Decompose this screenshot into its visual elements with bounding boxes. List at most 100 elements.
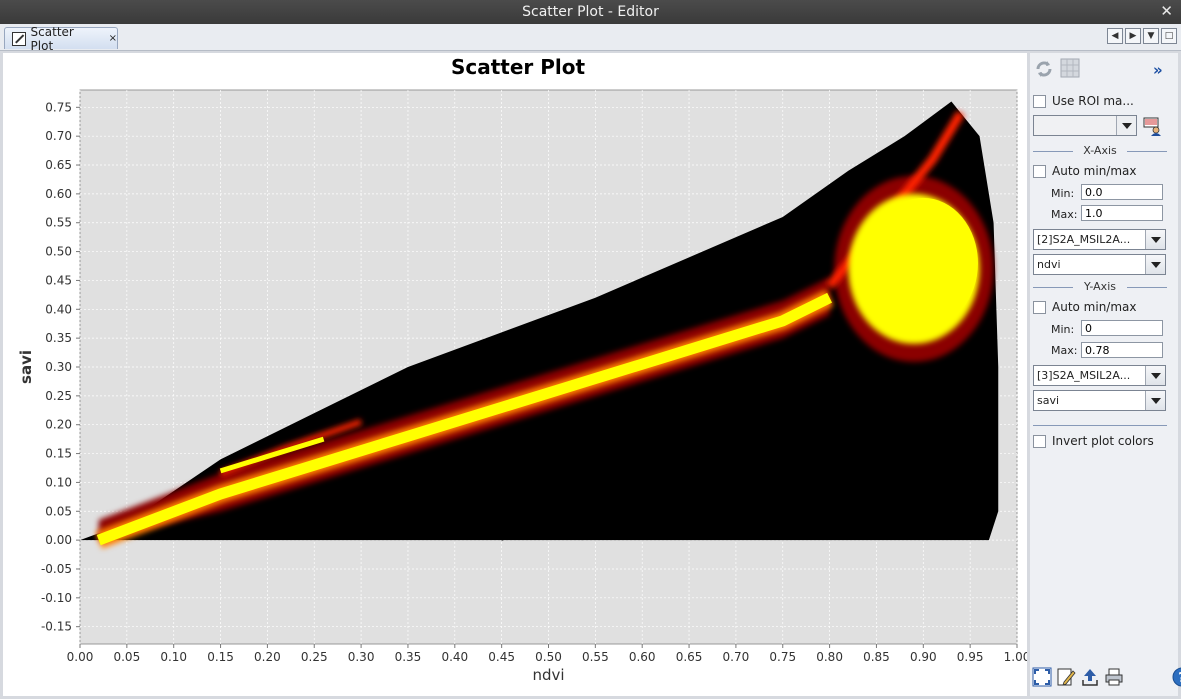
density-speckle bbox=[778, 525, 780, 527]
print-icon[interactable] bbox=[1104, 667, 1124, 687]
tab-next-button[interactable]: ▶ bbox=[1125, 28, 1141, 44]
options-panel: » Use ROI ma... X-Axis Auto min/max Min:… bbox=[1030, 53, 1181, 696]
x-min-field[interactable] bbox=[1081, 184, 1163, 200]
chevron-down-icon bbox=[1145, 230, 1165, 249]
x-max-label: Max: bbox=[1051, 208, 1078, 221]
x-tick-label: 0.25 bbox=[301, 650, 328, 664]
tab-close-icon[interactable]: × bbox=[108, 33, 117, 44]
roi-mask-manager-icon[interactable] bbox=[1141, 115, 1165, 137]
density-speckle bbox=[525, 515, 527, 518]
y-tick-label: -0.05 bbox=[41, 562, 72, 576]
invert-colors-row[interactable]: Invert plot colors bbox=[1033, 434, 1154, 448]
x-product-combo[interactable]: [2]S2A_MSIL2A... bbox=[1033, 229, 1166, 250]
window-titlebar: Scatter Plot - Editor ✕ bbox=[0, 0, 1181, 24]
roi-mask-combo[interactable] bbox=[1033, 115, 1137, 136]
density-speckle bbox=[656, 517, 658, 519]
x-tick-label: 0.80 bbox=[816, 650, 843, 664]
zoom-all-icon[interactable] bbox=[1032, 667, 1052, 687]
y-product-combo[interactable]: [3]S2A_MSIL2A... bbox=[1033, 365, 1166, 386]
y-tick-label: 0.40 bbox=[45, 302, 72, 316]
y-tick-labels: 0.75 0.70 0.65 0.60 0.55 0.50 0.45 0.40 0.35 0.30… bbox=[41, 100, 80, 634]
y-min-field[interactable] bbox=[1081, 320, 1163, 336]
density-speckle bbox=[712, 498, 714, 501]
y-band-combo[interactable]: savi bbox=[1033, 390, 1166, 411]
density-speckle bbox=[913, 500, 916, 503]
y-tick-label: 0.00 bbox=[45, 533, 72, 547]
y-tick-label: 0.10 bbox=[45, 475, 72, 489]
y-max-field[interactable] bbox=[1081, 342, 1163, 358]
density-speckle bbox=[576, 520, 579, 522]
density-speckle bbox=[684, 508, 686, 510]
y-auto-minmax-row[interactable]: Auto min/max bbox=[1033, 300, 1137, 314]
density-speckle bbox=[679, 532, 682, 535]
density-speckle bbox=[942, 488, 944, 490]
tab-restore-button[interactable]: □ bbox=[1161, 28, 1177, 44]
density-speckle bbox=[899, 536, 902, 538]
help-icon[interactable]: ? bbox=[1172, 667, 1181, 687]
density-speckle bbox=[787, 521, 789, 524]
x-tick-label: 0.10 bbox=[160, 650, 187, 664]
density-speckle bbox=[670, 535, 672, 537]
y-axis-label: savi bbox=[17, 350, 35, 384]
collapse-panel-button[interactable]: » bbox=[1153, 61, 1163, 79]
density-speckle bbox=[646, 520, 649, 522]
density-speckle bbox=[501, 538, 504, 541]
density-speckle bbox=[932, 492, 935, 494]
y-auto-minmax-checkbox[interactable] bbox=[1033, 300, 1046, 314]
density-speckle bbox=[735, 514, 738, 516]
density-speckle bbox=[520, 534, 522, 537]
density-speckle bbox=[651, 496, 654, 499]
density-speckle bbox=[600, 533, 602, 536]
density-speckle bbox=[768, 528, 771, 530]
density-speckle bbox=[726, 517, 729, 520]
chevron-down-icon bbox=[1145, 391, 1165, 410]
x-tick-label: 0.35 bbox=[395, 650, 422, 664]
x-tick-label: 0.40 bbox=[441, 650, 468, 664]
density-speckle bbox=[909, 532, 911, 534]
x-max-field[interactable] bbox=[1081, 205, 1163, 221]
use-roi-checkbox[interactable] bbox=[1033, 94, 1046, 108]
chevron-down-icon bbox=[1145, 255, 1165, 274]
density-speckle bbox=[951, 484, 953, 486]
edit-icon[interactable] bbox=[1056, 667, 1076, 687]
density-speckle bbox=[674, 511, 677, 513]
y-tick-label: -0.10 bbox=[41, 591, 72, 605]
scatter-plot-chart[interactable]: Scatter Plot 0.00 0.05 0.10 0.15 0.20 0.25 0.3… bbox=[3, 53, 1027, 696]
x-tick-label: 0.50 bbox=[535, 650, 562, 664]
chart-svg[interactable]: 0.00 0.05 0.10 0.15 0.20 0.25 0.30 0.35 0.40 0.45… bbox=[3, 53, 1027, 696]
density-core-yellow bbox=[96, 292, 833, 546]
tab-menu-button[interactable]: ▼ bbox=[1143, 28, 1159, 44]
y-tick-label: 0.25 bbox=[45, 389, 72, 403]
density-speckle bbox=[876, 515, 878, 518]
y-axis-header: Y-Axis bbox=[1033, 280, 1167, 293]
density-speckle bbox=[867, 519, 869, 522]
density-speckle bbox=[693, 505, 696, 507]
density-speckle bbox=[543, 510, 546, 512]
refresh-icon[interactable] bbox=[1034, 59, 1054, 79]
y-tick-label: 0.60 bbox=[45, 187, 72, 201]
x-tick-label: 0.45 bbox=[488, 650, 515, 664]
tab-prev-button[interactable]: ◀ bbox=[1107, 28, 1123, 44]
density-speckle bbox=[918, 528, 921, 531]
density-speckle bbox=[585, 517, 588, 519]
x-auto-minmax-row[interactable]: Auto min/max bbox=[1033, 164, 1137, 178]
tab-scatter-plot[interactable]: Scatter Plot × bbox=[4, 25, 118, 53]
toolbar-spacer bbox=[1128, 667, 1168, 687]
use-roi-checkbox-row[interactable]: Use ROI ma... bbox=[1033, 94, 1134, 108]
density-speckle bbox=[745, 511, 747, 513]
invert-colors-checkbox[interactable] bbox=[1033, 434, 1046, 448]
density-speckle bbox=[881, 485, 883, 487]
density-speckle bbox=[862, 492, 864, 495]
table-icon[interactable] bbox=[1060, 58, 1080, 78]
export-icon[interactable] bbox=[1080, 667, 1100, 687]
x-auto-minmax-checkbox[interactable] bbox=[1033, 164, 1046, 178]
close-icon[interactable]: ✕ bbox=[1160, 2, 1173, 20]
density-speckle bbox=[539, 530, 541, 532]
editor-tabbar: Scatter Plot × ◀ ▶ ▼ □ bbox=[0, 24, 1181, 53]
y-tick-label: 0.05 bbox=[45, 504, 72, 518]
density-speckle bbox=[637, 523, 640, 525]
chart-title: Scatter Plot bbox=[450, 55, 586, 79]
y-tick-label: 0.65 bbox=[45, 158, 72, 172]
density-speckle bbox=[838, 530, 841, 532]
x-band-combo[interactable]: ndvi bbox=[1033, 254, 1166, 275]
